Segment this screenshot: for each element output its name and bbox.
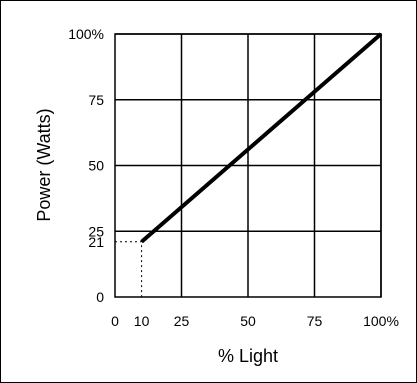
y-axis-label: Power (Watts) (34, 108, 54, 221)
x-tick-label-75: 75 (307, 313, 323, 329)
x-tick-label-25: 25 (174, 313, 190, 329)
series-line-0 (140, 32, 383, 244)
y-tick-label-100: 100% (68, 26, 104, 42)
x-tick-label-50: 50 (240, 313, 256, 329)
x-tick-labels: 0 10 25 50 75 100% (111, 313, 399, 329)
reference-lines (115, 241, 143, 297)
y-tick-label-25: 25 (88, 223, 104, 239)
x-axis-label: % Light (218, 346, 278, 366)
y-tick-label-0: 0 (96, 289, 104, 305)
reference-line-0 (115, 241, 143, 297)
x-tick-label-100: 100% (363, 313, 399, 329)
x-tick-label-10: 10 (134, 313, 150, 329)
grid (115, 33, 382, 297)
series-layer (140, 32, 383, 244)
y-tick-label-21: 21 (88, 234, 104, 250)
y-tick-label-75: 75 (88, 92, 104, 108)
y-tick-label-50: 50 (88, 158, 104, 174)
x-tick-label-0: 0 (111, 313, 119, 329)
